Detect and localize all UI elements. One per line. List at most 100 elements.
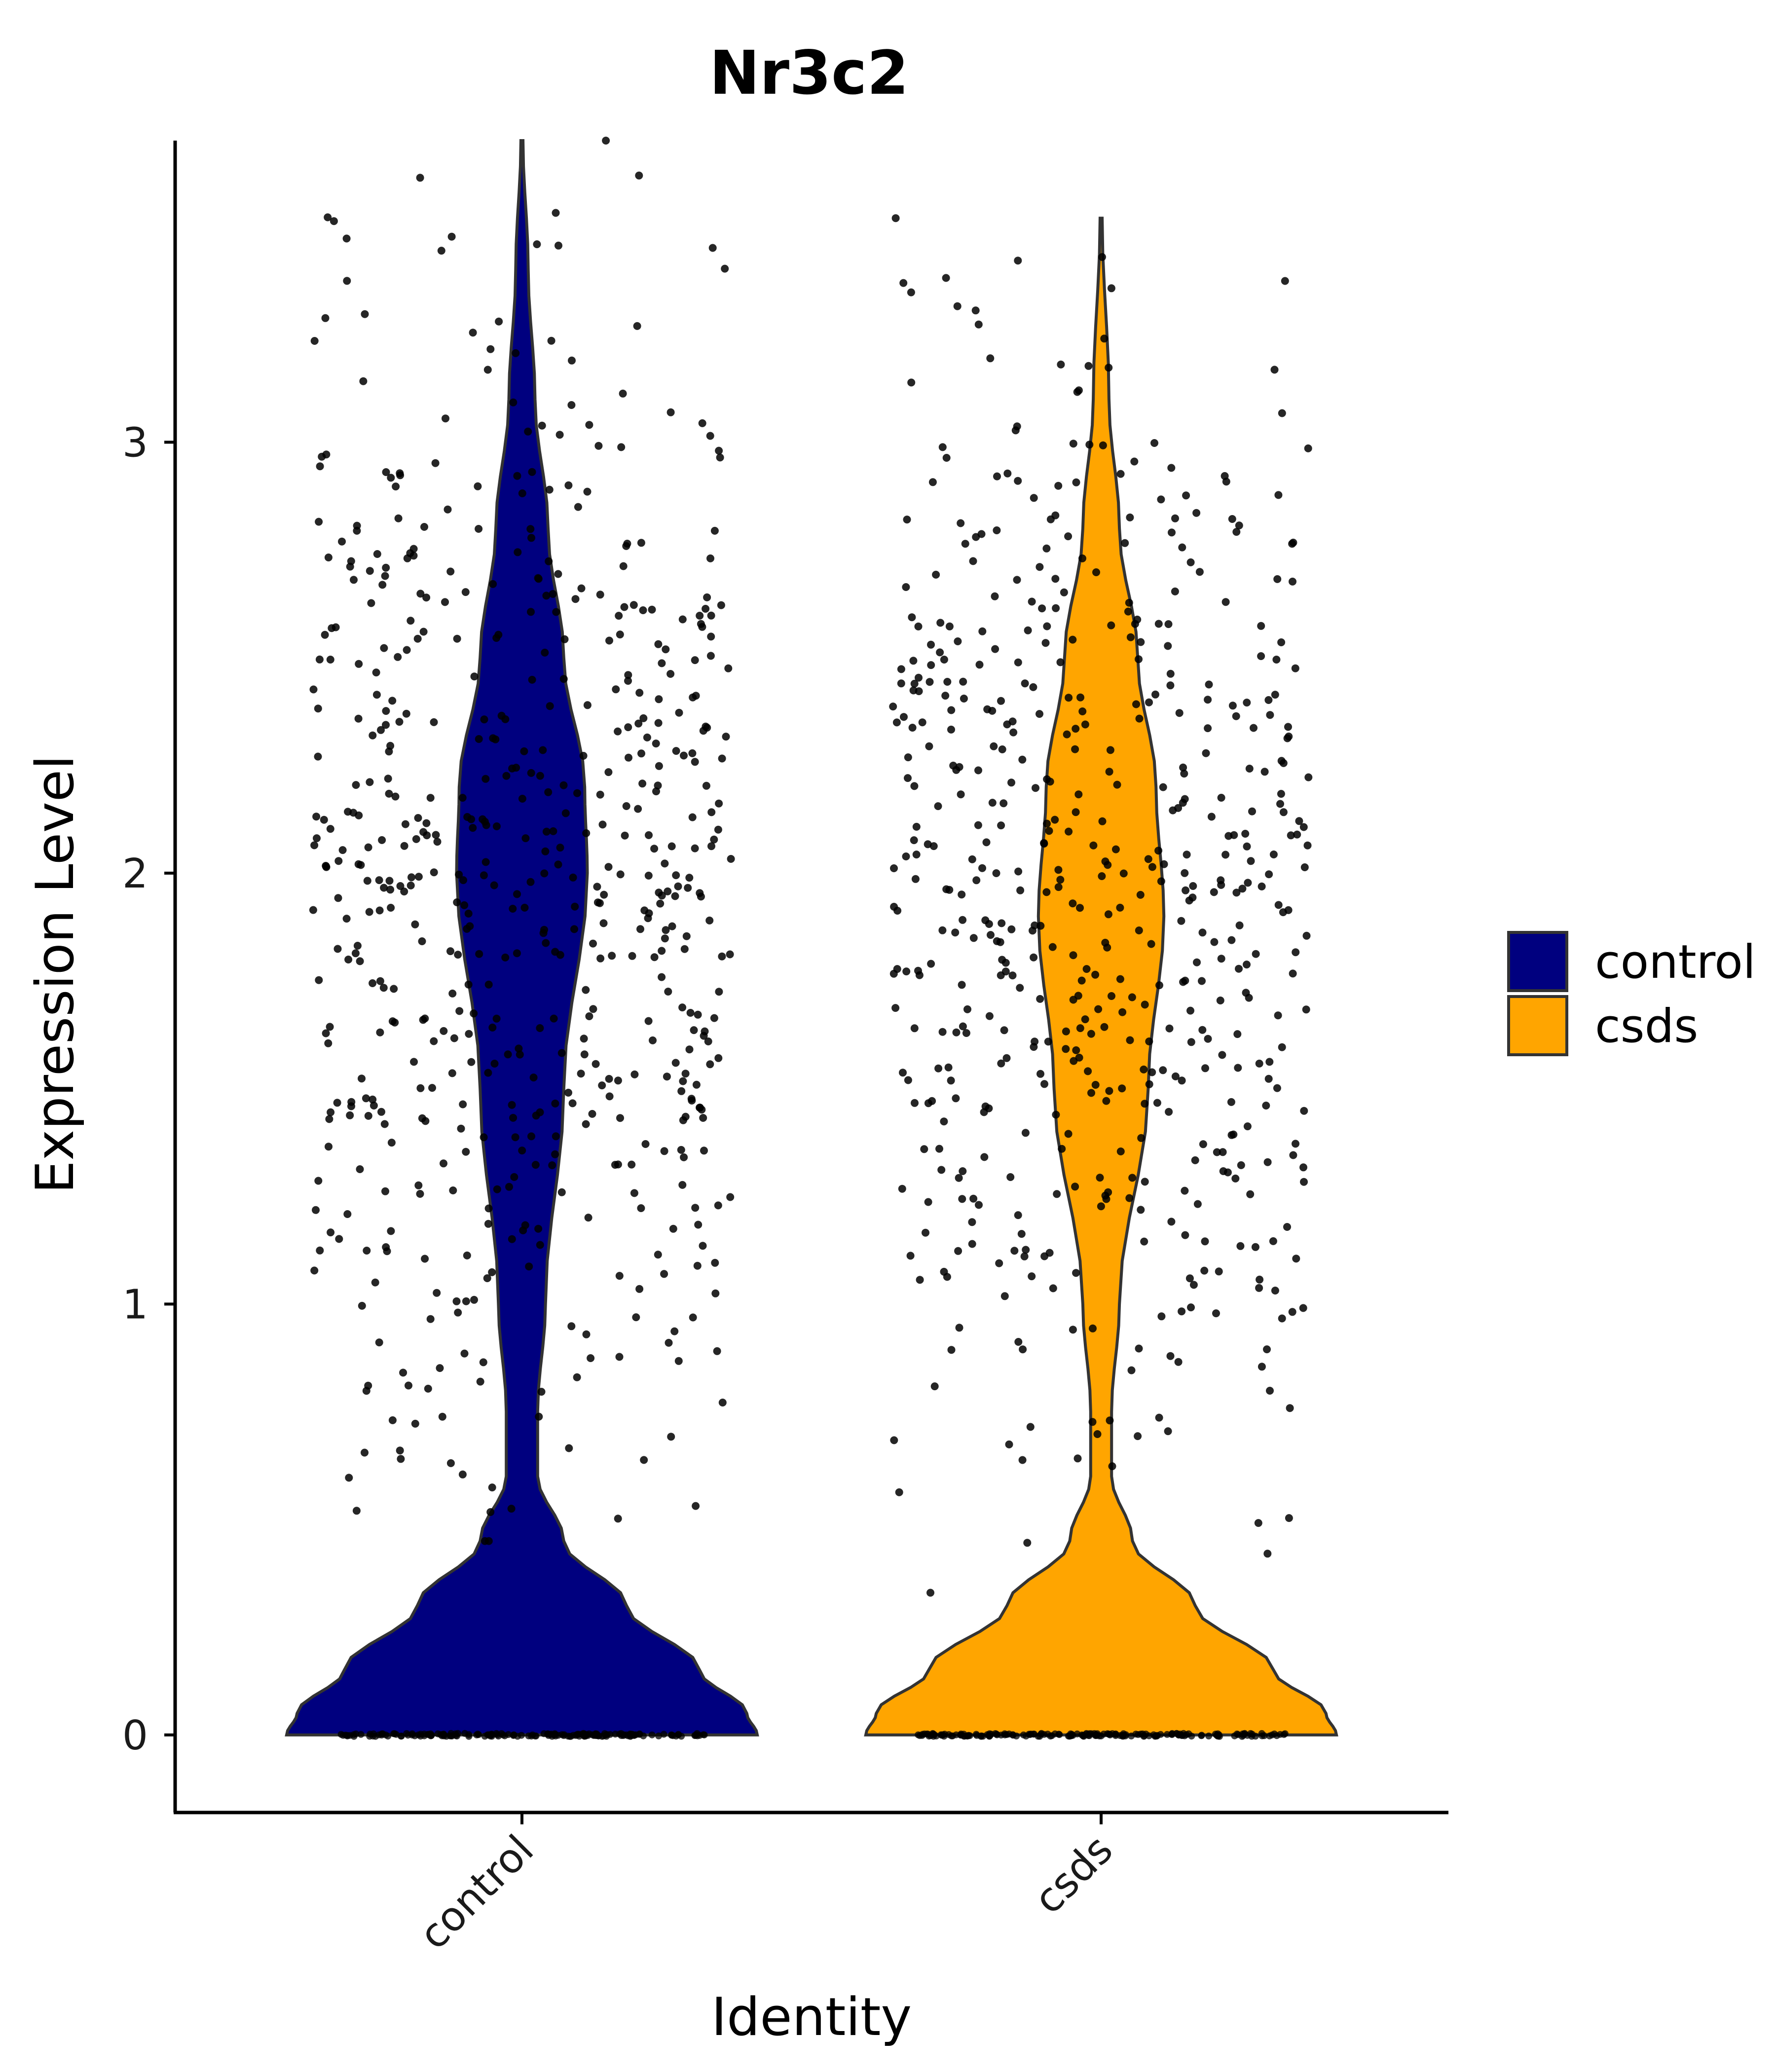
- point-csds: [1007, 778, 1015, 787]
- point-control: [488, 1268, 496, 1276]
- point-csds: [943, 678, 952, 686]
- point-csds: [891, 1004, 900, 1012]
- point-csds: [1014, 257, 1022, 265]
- point-control: [625, 753, 632, 762]
- point-control: [521, 834, 530, 843]
- point-csds: [1045, 827, 1053, 835]
- legend: control csds: [1507, 931, 1756, 1056]
- point-control: [672, 747, 680, 755]
- point-control: [455, 1007, 464, 1015]
- point-csds: [1288, 1308, 1296, 1316]
- point-control: [332, 623, 340, 631]
- point-control: [668, 922, 676, 930]
- point-control: [717, 601, 725, 609]
- point-csds: [925, 678, 934, 686]
- point-csds: [1132, 1731, 1140, 1738]
- point-control: [353, 526, 361, 535]
- point-control: [427, 1732, 435, 1739]
- point-csds: [1100, 334, 1109, 343]
- point-csds: [1300, 863, 1309, 871]
- point-csds: [1137, 1731, 1145, 1738]
- point-csds: [1072, 478, 1080, 486]
- point-control: [660, 1731, 667, 1738]
- point-control: [355, 660, 363, 668]
- point-csds: [1185, 1274, 1194, 1283]
- point-csds: [1271, 691, 1279, 699]
- point-csds: [1029, 926, 1036, 935]
- point-csds: [1147, 940, 1155, 948]
- point-control: [491, 735, 500, 743]
- point-control: [691, 758, 699, 766]
- point-control: [377, 726, 385, 734]
- point-csds: [920, 1145, 928, 1153]
- point-control: [387, 1227, 395, 1235]
- point-csds: [1273, 575, 1282, 583]
- point-csds: [1216, 997, 1224, 1004]
- point-csds: [1192, 509, 1201, 517]
- point-csds: [1003, 1731, 1010, 1739]
- point-control: [555, 241, 562, 250]
- point-control: [702, 781, 710, 790]
- point-csds: [1010, 1247, 1019, 1255]
- point-control: [548, 1161, 556, 1169]
- point-csds: [1292, 948, 1300, 957]
- point-control: [604, 768, 613, 777]
- point-control: [444, 505, 452, 514]
- point-control: [421, 1117, 430, 1125]
- point-control: [556, 844, 564, 852]
- point-control: [573, 789, 581, 797]
- point-control: [380, 884, 388, 892]
- point-csds: [1299, 1163, 1307, 1172]
- point-control: [714, 825, 722, 834]
- point-csds: [1089, 1324, 1097, 1332]
- point-csds: [1145, 698, 1153, 706]
- point-control: [593, 898, 602, 907]
- point-csds: [1234, 1731, 1242, 1739]
- point-control: [345, 1474, 353, 1482]
- point-csds: [1166, 669, 1175, 678]
- point-csds: [1281, 277, 1289, 285]
- point-control: [707, 842, 715, 851]
- point-csds: [963, 1733, 971, 1740]
- point-control: [718, 952, 726, 961]
- point-control: [419, 628, 428, 636]
- point-csds: [890, 864, 898, 872]
- point-control: [410, 1058, 418, 1066]
- point-csds: [1219, 1148, 1227, 1156]
- point-control: [702, 605, 710, 613]
- point-csds: [978, 627, 987, 635]
- point-csds: [1040, 840, 1048, 848]
- point-control: [724, 664, 733, 672]
- point-csds: [1181, 976, 1189, 985]
- point-csds: [1285, 1514, 1293, 1522]
- point-control: [447, 232, 456, 241]
- point-control: [396, 882, 405, 890]
- point-csds: [924, 1198, 932, 1206]
- point-control: [343, 277, 351, 285]
- point-control: [571, 595, 580, 603]
- point-control: [380, 1120, 389, 1128]
- point-control: [440, 1731, 447, 1738]
- point-csds: [1014, 1211, 1022, 1220]
- point-control: [630, 1189, 638, 1197]
- point-csds: [1288, 540, 1296, 548]
- point-control: [528, 675, 536, 684]
- point-csds: [1072, 1046, 1080, 1054]
- point-control: [602, 137, 610, 145]
- point-control: [711, 1258, 719, 1267]
- point-control: [505, 1183, 513, 1191]
- point-csds: [1232, 712, 1240, 720]
- point-control: [470, 1009, 478, 1018]
- point-csds: [955, 1324, 963, 1332]
- point-csds: [1292, 1140, 1299, 1148]
- point-control: [648, 605, 656, 614]
- point-control: [315, 976, 323, 984]
- point-csds: [1195, 568, 1204, 576]
- point-csds: [1217, 955, 1225, 963]
- point-csds: [1062, 1027, 1070, 1036]
- point-control: [495, 317, 503, 326]
- point-control: [579, 752, 588, 760]
- point-csds: [1182, 886, 1190, 894]
- point-csds: [963, 1005, 971, 1013]
- point-csds: [993, 526, 1001, 534]
